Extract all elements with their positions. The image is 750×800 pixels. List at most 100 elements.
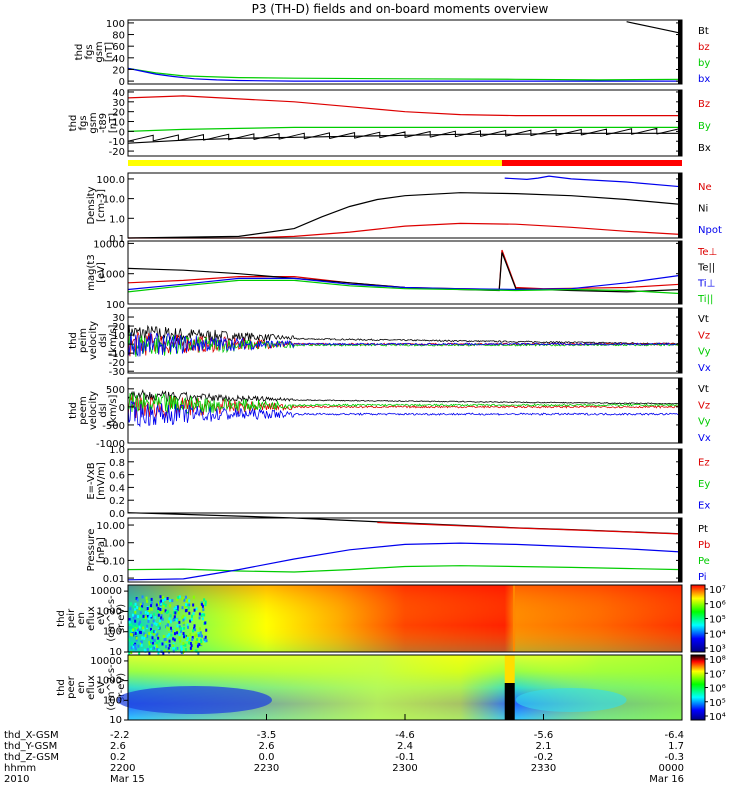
xaxis-value-1-0: 2.6 (110, 741, 126, 752)
heatmap-speck (143, 632, 146, 636)
heatmap-speck (188, 611, 191, 615)
heatmap-speck (180, 627, 183, 631)
ylabel-p10-3: eflux (86, 606, 97, 631)
heatmap-speck (180, 645, 183, 649)
panel-p7: thd peem velocity dsl [km/s] -1000 -500 0 500 Vt V… (68, 377, 711, 450)
heatmap-speck (144, 634, 147, 638)
heatmap-speck (156, 641, 159, 645)
ytick-label-p5: 10000 (93, 239, 125, 250)
ylabel-p10-2: en (76, 612, 87, 625)
heatmap-speck (193, 608, 196, 612)
heatmap-speck (171, 599, 174, 603)
heatmap-speck (183, 635, 186, 639)
heatmap-speck (129, 628, 132, 632)
heatmap-speck (187, 607, 190, 611)
heatmap-speck (191, 637, 194, 641)
heatmap-speck (172, 644, 175, 648)
heatmap-speck (167, 627, 170, 631)
heatmap-speck (157, 651, 160, 655)
frame-p9 (127, 517, 683, 583)
heatmap-speck (148, 609, 151, 613)
heatmap-speck (188, 603, 191, 607)
heatmap-speck (181, 616, 184, 620)
ytick-label-p9: 1.00 (103, 539, 125, 550)
heatmap-speck (156, 646, 159, 650)
xaxis-value-2-3: -0.2 (534, 752, 554, 763)
heatmap-speck (194, 634, 197, 638)
heatmap-speck (130, 646, 133, 650)
ytick-label-p8: 1.0 (109, 445, 125, 456)
heatmap-speck (186, 599, 189, 603)
heatmap-speck (176, 605, 179, 609)
ylabel-p10-4: eV (96, 612, 107, 625)
heatmap-speck (153, 638, 156, 642)
legend-p6-Vy: Vy (698, 347, 711, 358)
ylabel-p8-1: [mV/m] (96, 462, 107, 500)
ytick-label-p2: -20 (109, 147, 125, 158)
heatmap-speck (172, 629, 175, 633)
ytick-label-p1: 100 (106, 19, 125, 30)
colorbar-label-p11: 10⁸ (709, 655, 726, 666)
heatmap-speck (177, 596, 180, 600)
heatmap-speck (196, 638, 199, 642)
heatmap-speck (150, 630, 153, 634)
heatmap-speck (138, 607, 141, 611)
heatmap-speck (149, 614, 152, 618)
heatmap-speck (166, 625, 169, 629)
heatmap-speck (168, 649, 171, 653)
heatmap-speck (174, 611, 177, 615)
heatmap-speck (194, 628, 197, 632)
heatmap-speck (169, 626, 172, 630)
heatmap-speck (188, 641, 191, 645)
ylabel-p2-2: gsm (88, 112, 99, 133)
heatmap-speck (193, 624, 196, 628)
ytick-label-p7: -1000 (96, 439, 125, 450)
heatmap-speck (142, 626, 145, 630)
heatmap-speck (139, 614, 142, 618)
legend-p6-Vx: Vx (698, 363, 711, 374)
heatmap-speck (156, 610, 159, 614)
ytick-label-p8: 0.4 (109, 483, 125, 494)
heatmap-speck (200, 634, 203, 638)
heatmap-speck (157, 626, 160, 630)
ytick-label-p6: 0 (119, 340, 125, 351)
ytick-label-p2: 0 (119, 127, 125, 138)
xaxis-row-label-4: 2010 (4, 774, 29, 785)
xaxis-value-3-0: 2200 (110, 763, 135, 774)
ytick-label-p4: 0.1 (109, 234, 125, 245)
heatmap-speck (174, 647, 177, 651)
heatmap-speck (152, 639, 155, 643)
heatmap-speck (141, 602, 144, 606)
heatmap-speck (165, 625, 168, 629)
heatmap-speck (160, 611, 163, 615)
heatmap-speck (133, 627, 136, 631)
heatmap-speck (158, 639, 161, 643)
heatmap-speck (192, 603, 195, 607)
heatmap-speck (165, 645, 168, 649)
heatmap-speck (149, 627, 152, 631)
heatmap-speck (168, 643, 171, 647)
series-p2-Bz (127, 95, 682, 117)
heatmap-speck (182, 614, 185, 618)
heatmap-speck (187, 625, 190, 629)
ylabel-p1-1: fgs (84, 44, 95, 59)
plot-bg-p1 (128, 20, 682, 84)
heatmap-speck (158, 648, 161, 652)
heatmap-speck (164, 603, 167, 607)
heatmap-speck (150, 639, 153, 643)
xaxis-value-2-1: 0.0 (259, 752, 275, 763)
mode-bar-fast (501, 160, 682, 166)
heatmap-speck (157, 636, 160, 640)
legend-p1-by: by (698, 58, 710, 69)
heatmap-speck (136, 630, 139, 634)
heatmap-speck (173, 607, 176, 611)
xaxis-value-1-1: 2.6 (259, 741, 275, 752)
heatmap-speck (155, 603, 158, 607)
heatmap-speck (180, 651, 183, 655)
legend-p6-Vz: Vz (698, 330, 710, 341)
ytick-label-p11: 1000 (97, 676, 122, 687)
heatmap-speck (202, 608, 205, 612)
heatmap-speck (168, 639, 171, 643)
heatmap-speck (201, 604, 204, 608)
ytick-label-p2: 40 (112, 88, 125, 99)
